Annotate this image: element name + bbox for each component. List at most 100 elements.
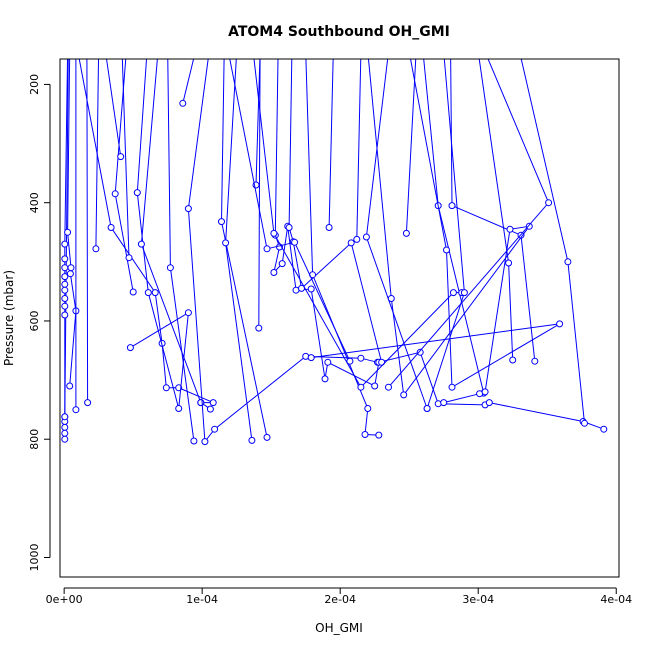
data-point [61,302,69,310]
data-point [92,245,100,253]
y-axis-label: Pressure (mbar) [2,270,16,366]
data-point [416,348,424,356]
series-line [106,59,122,157]
series-19 [270,59,608,433]
data-point [387,295,395,302]
data-point [448,383,456,391]
data-point [449,289,457,297]
x-tick-label: 2e-04 [324,593,356,606]
data-point [107,224,115,231]
data-point [423,405,431,412]
series-15 [218,59,271,441]
data-point [61,311,69,319]
y-tick-label: 400 [28,192,41,213]
series-11 [137,59,214,413]
data-point [564,258,572,266]
data-point [400,391,408,399]
series-18 [255,59,263,332]
data-point [125,254,133,262]
series-23 [325,59,334,231]
plot-frame [59,58,620,578]
data-point [361,431,369,438]
data-point [263,433,271,441]
x-tick-label: 0e+00 [46,593,83,606]
data-point [321,375,329,383]
data-point [61,264,69,272]
series-3 [72,59,80,414]
data-point [111,190,119,198]
y-tick-label: 200 [28,74,41,95]
data-point [175,405,183,412]
data-point [270,229,278,237]
data-point [184,205,192,213]
series-9 [121,59,133,262]
data-point [440,399,448,407]
series-line [328,59,334,228]
data-point [61,280,69,288]
data-point [117,153,125,161]
data-point [525,222,533,230]
data-point [325,224,333,231]
series-35 [385,59,553,391]
data-point [263,245,271,253]
series-line [140,59,211,410]
data-point [600,425,608,433]
series-30 [520,59,588,427]
data-point [64,228,72,236]
y-axis: 200 400 600 800 1000 [28,74,51,572]
data-point [184,309,192,317]
series-32 [367,59,533,399]
data-point [434,400,442,408]
chart-title: ATOM4 Southbound OH_GMI [228,24,450,40]
data-point [137,240,145,248]
series-4 [84,59,92,407]
data-point [206,405,214,413]
series-line [367,59,531,397]
data-point [61,429,69,437]
series-1 [61,59,69,421]
y-tick-label: 600 [28,311,41,332]
x-axis: 0e+00 1e-04 2e-04 3e-04 4e-04 [46,587,632,606]
data-point [357,383,365,391]
data-point [509,356,517,364]
series-line [78,59,214,404]
data-point [144,289,152,297]
series-line [121,59,130,258]
plot-area [61,59,608,446]
data-point [209,399,217,407]
series-8 [106,59,125,161]
data-point [307,285,315,293]
series-line [288,59,383,363]
data-point [278,260,286,268]
series-31 [307,59,564,391]
series-line [130,59,189,409]
series-28 [448,59,539,365]
x-tick-label: 4e-04 [600,593,632,606]
series-line [95,59,100,249]
data-point [347,239,355,247]
data-point [324,358,332,366]
series-line [255,59,261,186]
data-point [66,382,74,390]
data-point [556,320,564,328]
data-point [506,225,514,233]
data-point [166,264,174,272]
data-point [581,419,588,427]
data-point [190,437,198,445]
series-12 [179,59,195,107]
data-point [545,199,553,207]
data-point [61,255,69,263]
data-point [201,438,209,446]
data-point [362,233,370,241]
series-line [182,59,195,104]
data-point [179,99,187,107]
data-point [357,354,365,362]
data-point [505,259,513,267]
series-16 [222,59,256,444]
data-point [371,382,379,390]
data-point [84,399,92,407]
data-point [364,405,372,412]
series-24 [353,59,362,243]
data-point [255,324,263,332]
